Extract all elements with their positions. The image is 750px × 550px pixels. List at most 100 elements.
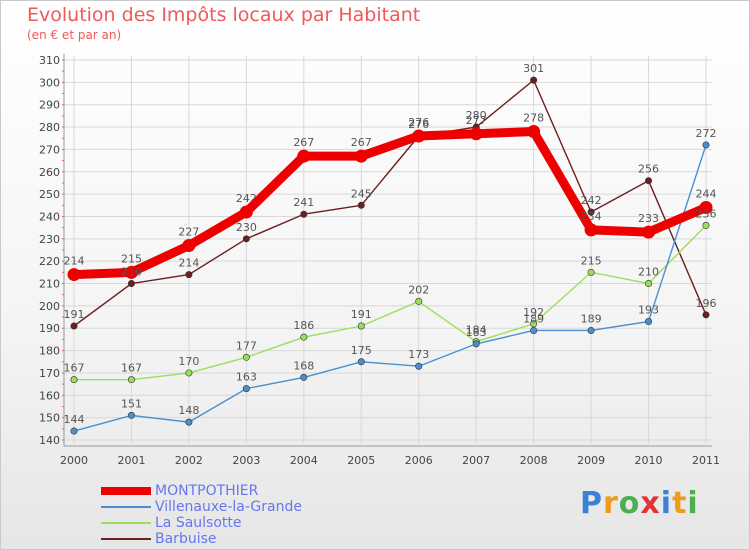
point-la-saulsotte-2001 [127, 376, 135, 384]
y-tick-label-300: 300 [39, 76, 60, 89]
data-label-barbuise-2008: 301 [523, 62, 544, 75]
point-villenauxe-la-grande-2001 [127, 411, 135, 419]
series-layer [67, 76, 713, 435]
point-la-saulsotte-2000 [70, 376, 78, 384]
data-label-villenauxe-la-grande-2008: 189 [523, 312, 544, 325]
data-label-la-saulsotte-2006: 202 [408, 283, 429, 296]
x-tick-label-2004: 2004 [290, 454, 318, 467]
point-barbuise-2000 [70, 322, 78, 330]
legend-label-montpothier: MONTPOTHIER [155, 483, 259, 499]
data-label-montpothier-2004: 267 [293, 136, 314, 149]
logo-letter: i [660, 486, 673, 521]
y-tick-label-220: 220 [39, 255, 60, 268]
point-montpothier-2001 [124, 265, 138, 279]
point-barbuise-2010 [645, 177, 653, 185]
legend-label-barbuise: Barbuise [155, 531, 217, 547]
series-line-montpothier [69, 127, 711, 280]
data-label-montpothier-2008: 278 [523, 112, 544, 125]
chart-title: Evolution des Impôts locaux par Habitant [27, 4, 421, 26]
point-villenauxe-la-grande-2004 [300, 373, 308, 381]
point-la-saulsotte-2006 [415, 297, 423, 305]
point-villenauxe-la-grande-2009 [587, 326, 595, 334]
data-label-montpothier-2002: 227 [178, 226, 199, 239]
data-label-barbuise-2000: 191 [64, 308, 85, 321]
point-la-saulsotte-2004 [300, 333, 308, 341]
point-montpothier-2010 [642, 225, 656, 239]
y-tick-label-140: 140 [39, 434, 60, 447]
y-tick-label-310: 310 [39, 54, 60, 67]
data-label-montpothier-2009: 234 [581, 210, 602, 223]
data-label-villenauxe-la-grande-2011: 272 [696, 127, 717, 140]
point-la-saulsotte-2009 [587, 268, 595, 276]
x-tick-label-2005: 2005 [347, 454, 375, 467]
x-tick-label-2010: 2010 [635, 454, 663, 467]
legend-swatch-la-saulsotte [101, 522, 151, 524]
data-label-la-saulsotte-2000: 167 [64, 362, 85, 375]
point-villenauxe-la-grande-2003 [242, 385, 250, 393]
y-tick-label-150: 150 [39, 412, 60, 425]
y-tick-label-270: 270 [39, 143, 60, 156]
data-label-villenauxe-la-grande-2007: 183 [466, 326, 487, 339]
label-layer: 191 210 214 230 241 245 276 280 301 242 256 196 167 1… [64, 62, 717, 426]
point-la-saulsotte-2005 [357, 322, 365, 330]
logo-letter: x [640, 486, 661, 521]
data-label-montpothier-2003: 242 [236, 192, 257, 205]
y-tick-label-210: 210 [39, 278, 60, 291]
data-label-montpothier-2001: 215 [121, 252, 142, 265]
logo-letter: P [580, 486, 603, 521]
logo-letter: o [618, 486, 641, 521]
y-tick-label-180: 180 [39, 345, 60, 358]
x-tick-label-2011: 2011 [692, 454, 720, 467]
point-barbuise-2004 [300, 210, 308, 218]
point-villenauxe-la-grande-2007 [472, 340, 480, 348]
point-barbuise-2009 [587, 208, 595, 216]
data-label-montpothier-2006: 276 [408, 116, 429, 129]
x-tick-label-2001: 2001 [117, 454, 145, 467]
data-label-la-saulsotte-2009: 215 [581, 254, 602, 267]
point-montpothier-2006 [412, 129, 426, 143]
y-tick-label-290: 290 [39, 99, 60, 112]
data-label-la-saulsotte-2011: 236 [696, 207, 717, 220]
data-label-la-saulsotte-2003: 177 [236, 339, 257, 352]
y-tick-label-190: 190 [39, 322, 60, 335]
data-label-montpothier-2011: 244 [696, 188, 717, 201]
legend-swatch-montpothier [101, 487, 151, 495]
series-line-barbuise [73, 79, 707, 327]
point-barbuise-2011 [702, 311, 710, 319]
data-label-montpothier-2007: 277 [466, 114, 487, 127]
point-la-saulsotte-2008 [530, 320, 538, 328]
axis-layer: 140 150 160 170 180 190 200 210 220 230 240 250 260 2… [39, 54, 720, 467]
y-tick-label-160: 160 [39, 389, 60, 402]
data-label-barbuise-2011: 196 [696, 297, 717, 310]
x-tick-label-2009: 2009 [577, 454, 605, 467]
point-montpothier-2002 [182, 239, 196, 253]
chart-subtitle: (en € et par an) [27, 28, 122, 42]
data-label-villenauxe-la-grande-2004: 168 [293, 359, 314, 372]
data-label-villenauxe-la-grande-2002: 148 [178, 404, 199, 417]
data-label-barbuise-2010: 256 [638, 163, 659, 176]
point-montpothier-2008 [527, 125, 541, 139]
data-label-montpothier-2010: 233 [638, 212, 659, 225]
point-villenauxe-la-grande-2010 [645, 318, 653, 326]
data-label-villenauxe-la-grande-2001: 151 [121, 397, 142, 410]
logo-letter: i [687, 486, 699, 521]
point-la-saulsotte-2002 [185, 369, 193, 377]
point-la-saulsotte-2011 [702, 221, 710, 229]
point-villenauxe-la-grande-2008 [530, 326, 538, 334]
y-tick-label-230: 230 [39, 233, 60, 246]
y-tick-label-200: 200 [39, 300, 60, 313]
data-label-villenauxe-la-grande-2006: 173 [408, 348, 429, 361]
point-villenauxe-la-grande-2011 [702, 141, 710, 149]
point-montpothier-2011 [699, 201, 713, 215]
y-tick-label-250: 250 [39, 188, 60, 201]
data-label-la-saulsotte-2010: 210 [638, 266, 659, 279]
point-montpothier-2007 [469, 127, 483, 141]
data-label-barbuise-2007: 280 [466, 109, 487, 122]
data-label-montpothier-2005: 267 [351, 136, 372, 149]
proxiti-logo: Proxiti [580, 486, 699, 521]
data-label-villenauxe-la-grande-2010: 193 [638, 304, 659, 317]
point-montpothier-2000 [67, 268, 81, 282]
data-label-la-saulsotte-2001: 167 [121, 362, 142, 375]
data-label-la-saulsotte-2002: 170 [178, 355, 199, 368]
